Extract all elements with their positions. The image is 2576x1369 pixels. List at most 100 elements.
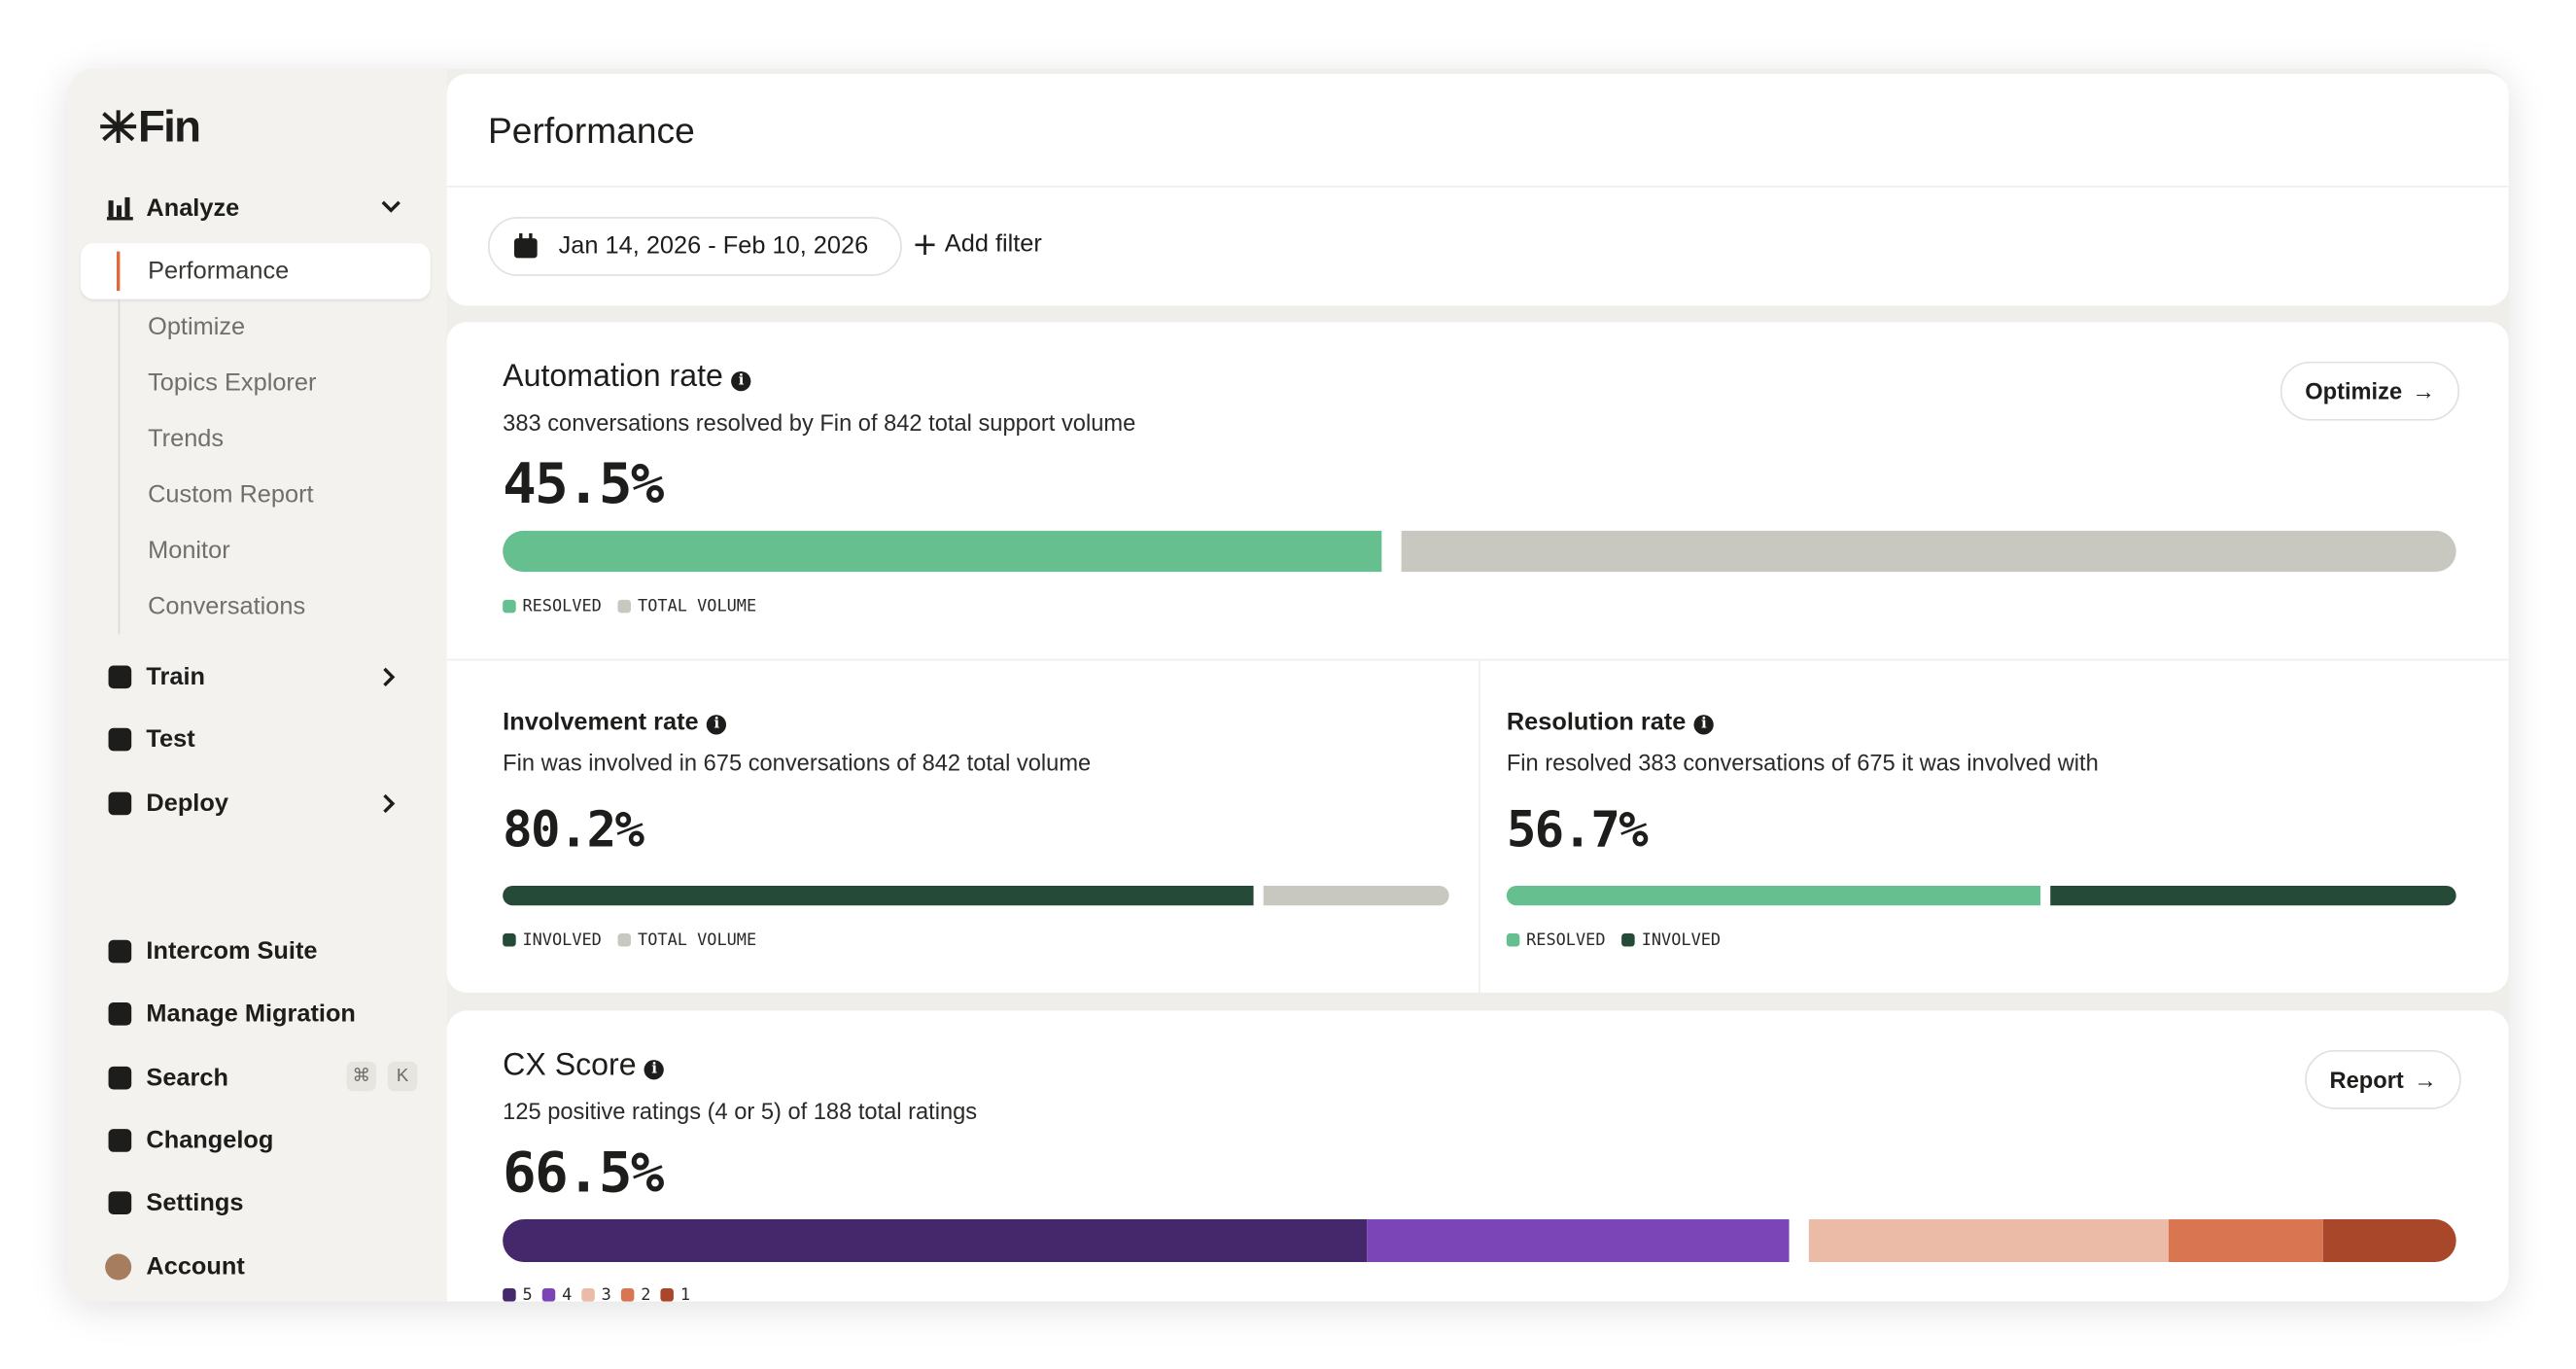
sub-item[interactable]: Trends bbox=[148, 424, 225, 453]
legend-label: INVOLVED bbox=[1641, 931, 1722, 950]
divider bbox=[446, 185, 2509, 188]
legend-item: 5 bbox=[503, 1286, 533, 1302]
sub-item[interactable]: Custom Report bbox=[148, 480, 314, 509]
button-text: Optimize bbox=[2305, 377, 2403, 404]
legend-swatch bbox=[1621, 932, 1635, 947]
nav-icon bbox=[108, 727, 132, 752]
legend-label: RESOLVED bbox=[522, 598, 602, 616]
bar bbox=[503, 1219, 2456, 1262]
info-icon[interactable]: i bbox=[707, 715, 727, 735]
legend: RESOLVED TOTAL VOLUME bbox=[503, 598, 756, 616]
bar bbox=[503, 530, 2456, 573]
bar-segment bbox=[503, 530, 1383, 573]
metric-button[interactable]: Report → bbox=[2305, 1049, 2461, 1109]
shortcut-key: ⌘ bbox=[346, 1061, 377, 1092]
sub-item[interactable]: Topics Explorer bbox=[148, 369, 317, 398]
legend-label: TOTAL VOLUME bbox=[638, 598, 757, 616]
metric-button[interactable]: Optimize → bbox=[2280, 361, 2460, 421]
button-text: Report bbox=[2329, 1066, 2404, 1093]
legend-label: 1 bbox=[679, 1286, 691, 1302]
metric-value: 66.5% bbox=[503, 1140, 664, 1207]
nav-icon bbox=[108, 665, 132, 689]
chevron-down bbox=[381, 200, 400, 213]
metric-title: CX Score i bbox=[503, 1048, 665, 1084]
sub-item[interactable]: Monitor bbox=[148, 536, 230, 565]
metric-subtitle: Fin resolved 383 conversations of 675 it… bbox=[1506, 749, 2099, 776]
legend: 5 4 3 2 1 bbox=[503, 1286, 691, 1302]
legend-label: 3 bbox=[601, 1286, 611, 1302]
legend-item: 3 bbox=[581, 1286, 611, 1302]
legend-item: INVOLVED bbox=[503, 931, 602, 950]
metric-title: Automation rate i bbox=[503, 360, 751, 396]
legend-swatch bbox=[503, 932, 516, 947]
legend-item: RESOLVED bbox=[503, 598, 602, 616]
legend-item: TOTAL VOLUME bbox=[617, 931, 757, 950]
arrow: → bbox=[2412, 377, 2435, 404]
header-card: Performance Jan 14, 2026 - Feb 10, 2026 … bbox=[446, 74, 2509, 306]
plus-icon bbox=[915, 234, 935, 255]
metric-title: Involvement rate i bbox=[503, 708, 727, 737]
metric-subtitle: 125 positive ratings (4 or 5) of 188 tot… bbox=[503, 1097, 978, 1125]
legend-item: 4 bbox=[541, 1286, 572, 1302]
nav-item[interactable]: Changelog bbox=[146, 1126, 274, 1155]
add-filter-text: Add filter bbox=[944, 229, 1042, 259]
info-icon[interactable]: i bbox=[731, 370, 751, 392]
sidebar: Fin Analyze ⌘ K Performance Optimize Topic… bbox=[67, 68, 447, 1302]
legend-label: 2 bbox=[641, 1286, 651, 1302]
sub-item[interactable]: Performance bbox=[148, 257, 290, 286]
add-filter[interactable]: Add filter bbox=[915, 217, 1042, 272]
divider bbox=[1479, 660, 1480, 993]
legend-swatch bbox=[541, 1288, 556, 1302]
bar-segment bbox=[2168, 1219, 2323, 1262]
bar-segment bbox=[1263, 885, 1449, 906]
bar-segment bbox=[2322, 1219, 2456, 1262]
nav-item[interactable]: Intercom Suite bbox=[146, 937, 318, 965]
bar-segment bbox=[503, 885, 1254, 906]
nav-item[interactable]: Analyze bbox=[146, 194, 240, 224]
nav-item[interactable]: Search bbox=[146, 1063, 229, 1092]
arrow: → bbox=[2413, 1066, 2437, 1093]
avatar bbox=[105, 1252, 132, 1280]
legend-item: 2 bbox=[621, 1286, 651, 1302]
nav-item[interactable]: Train bbox=[146, 662, 206, 691]
info-icon[interactable]: i bbox=[1693, 715, 1715, 735]
date-range-text: Jan 14, 2026 - Feb 10, 2026 bbox=[558, 231, 869, 261]
bar-segment bbox=[503, 1219, 1367, 1262]
legend: INVOLVED TOTAL VOLUME bbox=[503, 931, 756, 950]
legend-item: TOTAL VOLUME bbox=[617, 598, 757, 616]
active-indicator bbox=[116, 251, 121, 292]
legend: RESOLVED INVOLVED bbox=[1506, 931, 1722, 950]
bar-segment bbox=[1366, 1219, 1789, 1262]
info-icon[interactable]: i bbox=[644, 1060, 665, 1080]
sub-item[interactable]: Conversations bbox=[148, 592, 306, 621]
metric-value: 80.2% bbox=[503, 801, 644, 860]
metric-value: 45.5% bbox=[503, 451, 664, 518]
legend-swatch bbox=[617, 932, 632, 947]
nav-item[interactable]: Test bbox=[146, 725, 195, 754]
legend-swatch bbox=[1506, 932, 1520, 947]
nav-item[interactable]: Settings bbox=[146, 1189, 244, 1217]
chevron-right bbox=[383, 667, 396, 686]
bar bbox=[503, 885, 1449, 906]
date-range[interactable]: Jan 14, 2026 - Feb 10, 2026 bbox=[487, 217, 902, 276]
legend-swatch bbox=[581, 1288, 595, 1302]
metrics-card bbox=[446, 322, 2509, 993]
divider bbox=[446, 658, 2509, 661]
bar-segment bbox=[1506, 885, 2040, 906]
legend-label: RESOLVED bbox=[1526, 931, 1606, 950]
legend-swatch bbox=[503, 599, 516, 614]
nav-item[interactable]: Deploy bbox=[146, 790, 228, 818]
metric-title-text: Involvement rate bbox=[503, 708, 699, 737]
sub-item[interactable]: Optimize bbox=[148, 312, 246, 341]
calendar-icon bbox=[514, 232, 538, 259]
shortcut-key: K bbox=[387, 1061, 418, 1092]
legend-item: 1 bbox=[660, 1286, 691, 1302]
nav-item[interactable]: Manage Migration bbox=[146, 1000, 356, 1029]
legend-item: RESOLVED bbox=[1506, 931, 1606, 950]
page-title: Performance bbox=[487, 110, 695, 152]
bar-segment bbox=[2049, 885, 2456, 906]
legend-label: TOTAL VOLUME bbox=[638, 931, 757, 950]
tree-line bbox=[118, 298, 121, 635]
nav-item[interactable]: Account bbox=[146, 1251, 245, 1281]
nav-icon bbox=[108, 1066, 132, 1089]
